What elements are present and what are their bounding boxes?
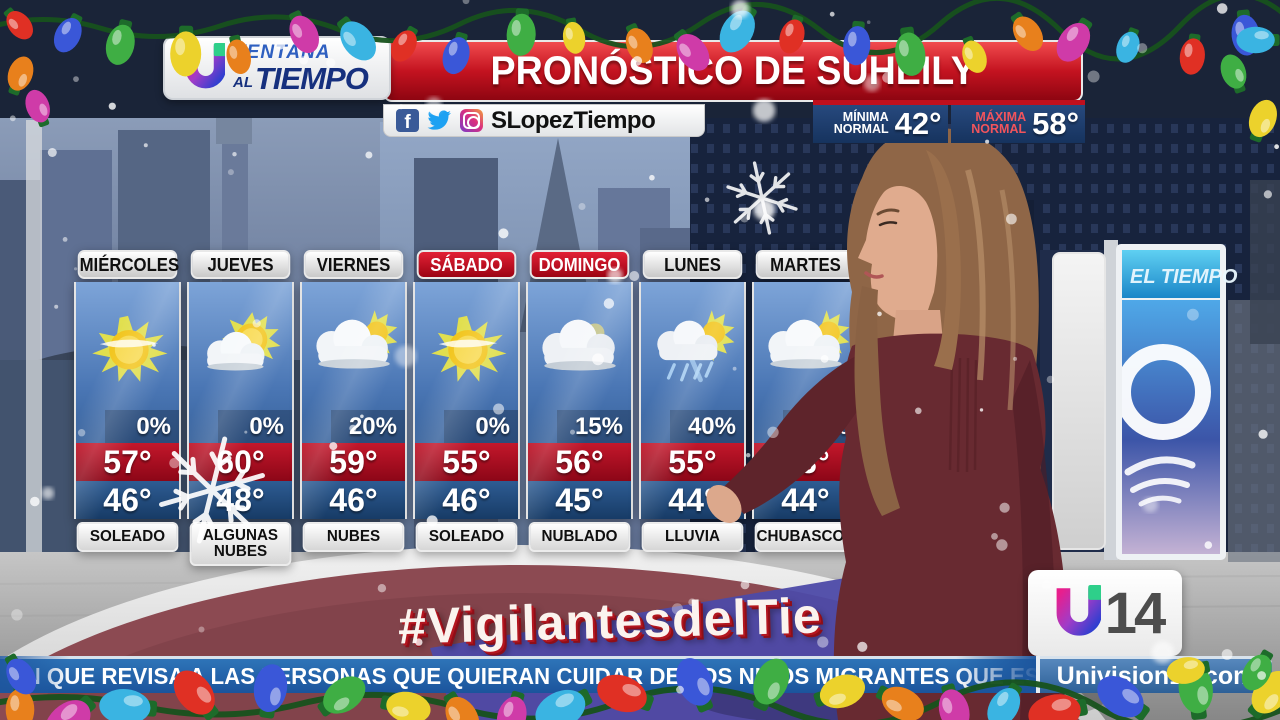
ticker-bar: EN QUE REVISA A LAS PERSONAS QUE QUIERAN… xyxy=(0,656,1036,693)
low-temp-value: 46° xyxy=(76,481,179,519)
panel-body: 0% 57° 46° xyxy=(74,282,181,519)
red-divider xyxy=(813,100,1085,105)
forecast-day-panel: VIERNES 20% 59° 46° NUBES xyxy=(300,250,407,566)
high-temp-value: 59° xyxy=(302,443,405,481)
forecast-day-panel: LUNES 40% 55° 44° LLUVIA xyxy=(639,250,746,566)
page-title: PRONÓSTICO DE SUHEILY xyxy=(490,48,976,93)
condition-label: SOLEADO xyxy=(415,522,518,552)
weather-icon xyxy=(415,282,518,410)
hashtag-text: #VigilantesdelTie xyxy=(397,587,823,655)
day-name-label: MARTES xyxy=(755,250,856,279)
normals-strip: MÍNIMA NORMAL 42° MÁXIMA NORMAL 58° xyxy=(813,100,1085,143)
condition-label: ALGUNAS NUBES xyxy=(189,522,292,566)
day-name-label: JUEVES xyxy=(190,250,291,279)
low-temp-value: 46° xyxy=(302,481,405,519)
forecast-day-panel: DOMINGO 15% 56° 45° NUBLADO xyxy=(526,250,633,566)
forecast-day-panel: SÁBADO 0% 55° 46° SOLEADO xyxy=(413,250,520,566)
high-temp-value: 60° xyxy=(189,443,292,481)
low-temp-value: 44° xyxy=(641,481,744,519)
precip-chance-value: 0% xyxy=(415,410,518,443)
twitter-icon xyxy=(427,110,451,130)
condition-label: NUBES xyxy=(302,522,405,552)
minima-normal-box: MÍNIMA NORMAL 42° xyxy=(813,105,948,143)
title-banner: PRONÓSTICO DE SUHEILY xyxy=(383,40,1083,102)
weather-icon xyxy=(528,282,631,410)
precip-chance-value: 15% xyxy=(528,410,631,443)
univision-logo-icon xyxy=(185,42,225,89)
maxima-normal-box: MÁXIMA NORMAL 58° xyxy=(950,105,1085,143)
social-handle: SLopezTiempo xyxy=(491,106,656,134)
maxima-value: 58° xyxy=(1032,106,1079,141)
condition-label: CHUBASCOS xyxy=(754,522,857,552)
weather-icon xyxy=(754,282,857,410)
high-temp-value: 53° xyxy=(754,443,857,481)
station-logo-card: 14 xyxy=(1028,570,1182,656)
day-name-label: DOMINGO xyxy=(529,250,630,279)
weather-icon xyxy=(189,282,292,410)
weather-icon xyxy=(76,282,179,410)
minima-value: 42° xyxy=(894,106,942,141)
low-temp-value: 45° xyxy=(528,481,631,519)
high-temp-value: 55° xyxy=(641,443,744,481)
low-temp-value: 48° xyxy=(189,481,292,519)
ticker-text: EN QUE REVISA A LAS PERSONAS QUE QUIERAN… xyxy=(9,662,1036,689)
condition-label: LLUVIA xyxy=(641,522,744,552)
day-name-label: SÁBADO xyxy=(416,250,517,279)
condition-label: NUBLADO xyxy=(528,522,631,552)
precip-chance-value: 0% xyxy=(76,410,179,443)
high-temp-value: 55° xyxy=(415,443,518,481)
precip-chance-value: 0% xyxy=(189,410,292,443)
panel-body: 40% 55° 44° xyxy=(639,282,746,519)
station-website: Univision14.com xyxy=(1040,656,1272,693)
brand-tiempo: TIEMPO xyxy=(255,60,369,96)
news-ticker: EN QUE REVISA A LAS PERSONAS QUE QUIERAN… xyxy=(0,656,1280,693)
ticker-fade-right xyxy=(956,656,1036,693)
facebook-icon: f xyxy=(396,109,419,132)
ticker-fade-left xyxy=(0,656,70,693)
condition-label: SOLEADO xyxy=(76,522,179,552)
panel-body: 0% 53° 44° xyxy=(752,282,859,519)
day-name-label: VIERNES xyxy=(303,250,404,279)
panel-body: 0% 60° 48° xyxy=(187,282,294,519)
social-bar: f SLopezTiempo xyxy=(383,104,705,137)
panel-body: 20% 59° 46° xyxy=(300,282,407,519)
brand-al: AL xyxy=(233,73,253,91)
maxima-label2: NORMAL xyxy=(971,122,1027,136)
panel-body: 0% 55° 46° xyxy=(413,282,520,519)
precip-chance-value: 40% xyxy=(641,410,744,443)
forecast-day-panel: MIÉRCOLES 0% 57° 46° SOLEADO xyxy=(74,250,181,566)
precip-chance-value: 20% xyxy=(302,410,405,443)
forecast-day-panel: MARTES 0% 53° 44° CHUBASCOS xyxy=(752,250,859,566)
forecast-day-panel: JUEVES 0% 60° 48° ALGUNAS NUBES xyxy=(187,250,294,566)
partial-forecast-panel xyxy=(1052,252,1106,550)
high-temp-value: 57° xyxy=(76,443,179,481)
channel-number: 14 xyxy=(1104,580,1166,646)
weather-icon xyxy=(302,282,405,410)
brand-line1: VENTANA xyxy=(233,41,331,63)
low-temp-value: 46° xyxy=(415,481,518,519)
precip-chance-value: 0% xyxy=(754,410,857,443)
snowflake-decal xyxy=(719,154,805,242)
high-temp-value: 56° xyxy=(528,443,631,481)
forecast-panel-row: MIÉRCOLES 0% 57° 46° SOLEADO JUEVES xyxy=(74,250,859,566)
minima-label2: NORMAL xyxy=(833,122,889,136)
panel-body: 15% 56° 45° xyxy=(526,282,633,519)
univision-logo-icon xyxy=(1056,585,1101,636)
weather-icon xyxy=(641,282,744,410)
instagram-icon xyxy=(460,109,483,132)
show-logo: VENTANA AL TIEMPO xyxy=(163,36,391,100)
day-name-label: LUNES xyxy=(642,250,743,279)
low-temp-value: 44° xyxy=(754,481,857,519)
day-name-label: MIÉRCOLES xyxy=(77,250,179,279)
kiosk-label: EL TIEMPO xyxy=(1130,266,1238,288)
